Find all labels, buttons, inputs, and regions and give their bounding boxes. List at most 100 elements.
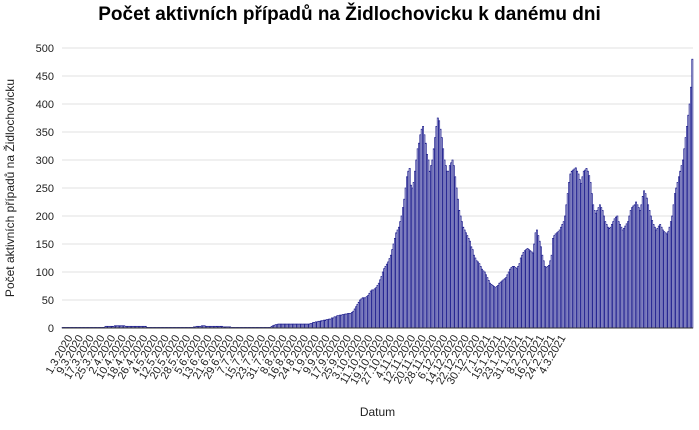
bar xyxy=(324,319,327,329)
bar xyxy=(353,308,356,329)
y-tick-label: 200 xyxy=(36,211,54,223)
bar xyxy=(412,182,415,329)
bar xyxy=(369,290,372,329)
bar xyxy=(277,323,280,329)
bar xyxy=(395,232,398,329)
bar xyxy=(345,313,348,329)
bar xyxy=(447,170,450,329)
bar xyxy=(431,159,434,329)
bar xyxy=(581,176,584,329)
bar xyxy=(611,224,613,329)
bar xyxy=(348,313,351,329)
bar xyxy=(565,204,568,329)
bar xyxy=(304,323,307,329)
bar xyxy=(365,296,368,329)
y-tick-label: 150 xyxy=(36,239,54,251)
bar xyxy=(668,226,671,329)
bar xyxy=(534,232,537,329)
bar xyxy=(582,170,585,329)
bar xyxy=(371,289,374,329)
bar xyxy=(501,280,504,329)
bar xyxy=(612,221,615,329)
bar xyxy=(337,315,340,329)
bar xyxy=(688,103,691,329)
bar xyxy=(537,235,540,329)
bar xyxy=(360,298,363,329)
bar xyxy=(530,251,533,329)
bar xyxy=(471,249,474,329)
bar xyxy=(641,196,644,329)
bar xyxy=(391,249,394,329)
bar xyxy=(561,224,564,329)
bar xyxy=(636,204,639,329)
bar xyxy=(526,248,529,329)
bar xyxy=(598,204,601,329)
bar xyxy=(540,246,542,329)
bar xyxy=(625,223,628,329)
bar xyxy=(439,128,442,329)
bar xyxy=(544,266,546,329)
bar xyxy=(647,204,650,329)
bar xyxy=(690,86,692,329)
bar xyxy=(536,229,538,329)
bar xyxy=(416,148,419,329)
bar xyxy=(435,126,438,329)
bar xyxy=(588,175,591,329)
bar xyxy=(470,246,473,329)
bar xyxy=(568,182,570,329)
y-tick-labels: 0 50 100 150 200 250 300 350 400 450 500 xyxy=(36,43,54,335)
bar xyxy=(686,126,688,329)
bar xyxy=(384,266,387,329)
bar xyxy=(517,266,520,329)
bar xyxy=(469,240,471,329)
bar xyxy=(393,238,396,329)
bar xyxy=(527,249,530,329)
bar xyxy=(655,229,658,329)
x-tick-labels: 1.3.20209.3.202017.3.202025.3.20202.4.20… xyxy=(44,333,569,387)
bar xyxy=(593,210,596,329)
bar xyxy=(462,226,465,329)
bar xyxy=(663,231,666,329)
bar xyxy=(364,297,367,329)
bar xyxy=(574,167,577,329)
bar xyxy=(313,322,316,329)
bar xyxy=(419,134,422,329)
bar xyxy=(373,288,376,329)
bar xyxy=(566,193,569,329)
y-tick-label: 100 xyxy=(36,267,54,279)
bar xyxy=(286,323,289,329)
bar xyxy=(399,221,402,329)
bar xyxy=(341,314,344,329)
bar xyxy=(683,148,686,329)
bar xyxy=(327,319,329,329)
bar xyxy=(309,323,312,329)
bar xyxy=(418,142,420,329)
bar xyxy=(424,142,427,329)
bar xyxy=(590,193,593,329)
bar xyxy=(519,257,522,329)
bar xyxy=(600,207,603,329)
bar xyxy=(325,319,328,329)
bar xyxy=(306,323,309,329)
bar xyxy=(604,221,607,329)
bar xyxy=(487,280,490,329)
bar xyxy=(380,276,383,329)
bar xyxy=(629,210,632,329)
bar xyxy=(515,268,518,329)
bar xyxy=(381,271,384,329)
x-axis-title: Datum xyxy=(360,405,395,419)
bar xyxy=(554,233,557,329)
bar xyxy=(344,313,347,329)
y-axis-title: Počet aktivních případů na Židlochovicku xyxy=(2,79,17,297)
bar xyxy=(454,176,457,329)
bar xyxy=(652,224,655,329)
bar xyxy=(664,232,667,329)
bar xyxy=(514,267,517,329)
bar xyxy=(569,173,572,329)
bar xyxy=(623,227,625,329)
bar xyxy=(368,292,371,329)
bar xyxy=(632,205,635,329)
bar xyxy=(507,271,510,329)
bar xyxy=(495,286,498,329)
bar xyxy=(552,238,554,329)
